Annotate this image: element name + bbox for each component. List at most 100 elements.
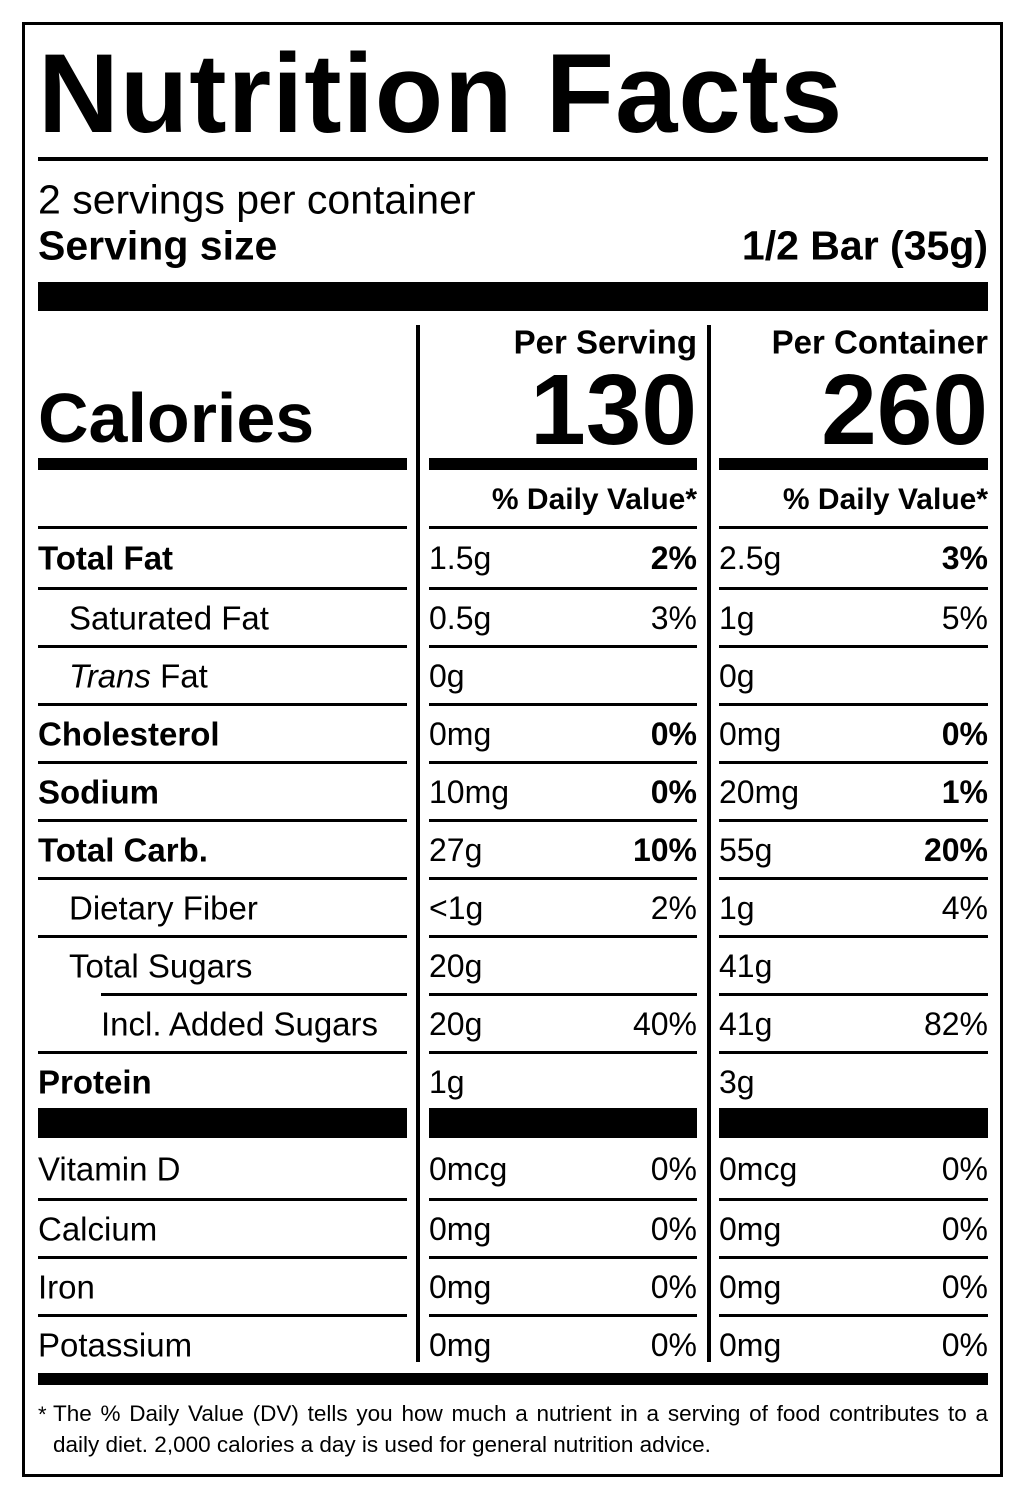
nutrient-name: Incl. Added Sugars — [101, 1005, 379, 1043]
percent-dv: 10% — [632, 832, 697, 868]
rule — [38, 458, 407, 470]
rule — [719, 587, 988, 590]
nutrient-name: Potassium — [38, 1326, 193, 1364]
percent-dv: 0% — [650, 1211, 697, 1247]
rule — [38, 157, 988, 161]
rule — [719, 935, 988, 938]
rule — [719, 819, 988, 822]
footnote-mark: * — [38, 1402, 47, 1427]
percent-dv: 0% — [941, 1211, 988, 1247]
amount: 41g — [719, 948, 773, 984]
amount: 1g — [429, 1064, 465, 1100]
nutrient-name: Trans Fat — [69, 660, 208, 693]
nutrient-name: Sodium — [38, 773, 159, 811]
rule — [38, 526, 407, 529]
rule — [429, 1314, 697, 1317]
percent-dv: 0% — [650, 774, 697, 810]
percent-dv: 3% — [650, 600, 697, 636]
serving-size-label: Serving size — [38, 222, 278, 269]
rule — [719, 761, 988, 764]
rule — [429, 526, 697, 529]
rule — [719, 645, 988, 648]
calories-value: 260 — [821, 354, 988, 466]
amount: 20mg — [719, 774, 800, 810]
percent-dv: 0% — [941, 1327, 988, 1363]
rule — [38, 703, 407, 706]
amount: 0mg — [429, 716, 492, 752]
amount: 0mg — [719, 1211, 782, 1247]
rule — [38, 819, 407, 822]
rule — [38, 935, 407, 938]
rule — [429, 1108, 697, 1138]
servings: 2 servings per container — [38, 176, 476, 223]
rule — [38, 282, 988, 311]
percent-dv: 2% — [650, 890, 697, 926]
rule — [429, 1051, 697, 1054]
percent-dv: 82% — [923, 1006, 988, 1042]
amount: 0mg — [429, 1211, 492, 1247]
rule — [429, 761, 697, 764]
percent-dv: 2% — [650, 540, 697, 576]
percent-dv: 0% — [650, 716, 697, 752]
amount: 0.5g — [429, 600, 492, 636]
rule — [38, 1256, 407, 1259]
rule — [38, 645, 407, 648]
calories-label: Calories — [38, 379, 315, 457]
rule — [38, 587, 407, 590]
nutrient-name: Calcium — [38, 1210, 158, 1248]
amount: 10mg — [429, 774, 510, 810]
column-heading: Per Serving — [513, 323, 697, 361]
amount: 0mcg — [719, 1151, 798, 1187]
rule — [38, 1373, 988, 1385]
amount: 41g — [719, 1006, 773, 1042]
amount: 20g — [429, 1006, 483, 1042]
percent-dv: 20% — [923, 832, 988, 868]
rule — [429, 935, 697, 938]
calories-value: 130 — [530, 354, 697, 466]
rule — [429, 458, 697, 470]
rule — [719, 877, 988, 880]
percent-dv: 0% — [650, 1151, 697, 1187]
rule — [719, 1051, 988, 1054]
amount: <1g — [429, 890, 484, 926]
serving-size-value: 1/2 Bar (35g) — [741, 222, 988, 269]
percent-dv: 5% — [941, 600, 988, 636]
amount: 3g — [719, 1064, 755, 1100]
rule — [719, 1198, 988, 1201]
amount: 0mg — [719, 1269, 782, 1305]
percent-dv: 0% — [941, 1269, 988, 1305]
nutrient-name: Cholesterol — [38, 715, 220, 753]
rule — [719, 458, 988, 470]
footnote-text: The % Daily Value (DV) tells you how muc… — [53, 1401, 988, 1457]
rule — [707, 325, 711, 1362]
amount: 1g — [719, 890, 755, 926]
nutrient-name: Total Sugars — [69, 947, 253, 985]
nutrient-name: Iron — [38, 1268, 95, 1306]
amount: 1g — [719, 600, 755, 636]
amount: 0g — [719, 658, 755, 694]
percent-dv: 0% — [941, 1151, 988, 1187]
daily-value-heading: % Daily Value* — [782, 483, 988, 516]
amount: 0mcg — [429, 1151, 508, 1187]
nutrient-name: Saturated Fat — [69, 599, 269, 637]
rule — [719, 1256, 988, 1259]
nutrient-name-rest: Fat — [160, 657, 208, 695]
daily-value-heading: % Daily Value* — [491, 483, 697, 516]
rule — [38, 877, 407, 880]
nutrient-name: Vitamin D — [38, 1150, 181, 1188]
amount: 2.5g — [719, 540, 782, 576]
title: Nutrition Facts — [38, 31, 844, 156]
rule — [38, 1198, 407, 1201]
rule — [719, 1108, 988, 1138]
rule — [429, 1256, 697, 1259]
percent-dv: 40% — [632, 1006, 697, 1042]
nutrient-name: Dietary Fiber — [69, 889, 258, 927]
percent-dv: 4% — [941, 890, 988, 926]
column-heading: Per Container — [771, 323, 988, 361]
nutrient-name: Protein — [38, 1063, 152, 1101]
rule — [719, 993, 988, 996]
amount: 1.5g — [429, 540, 492, 576]
nutrient-name-italic: Trans — [69, 657, 151, 695]
amount: 0mg — [429, 1269, 492, 1305]
rule — [429, 703, 697, 706]
